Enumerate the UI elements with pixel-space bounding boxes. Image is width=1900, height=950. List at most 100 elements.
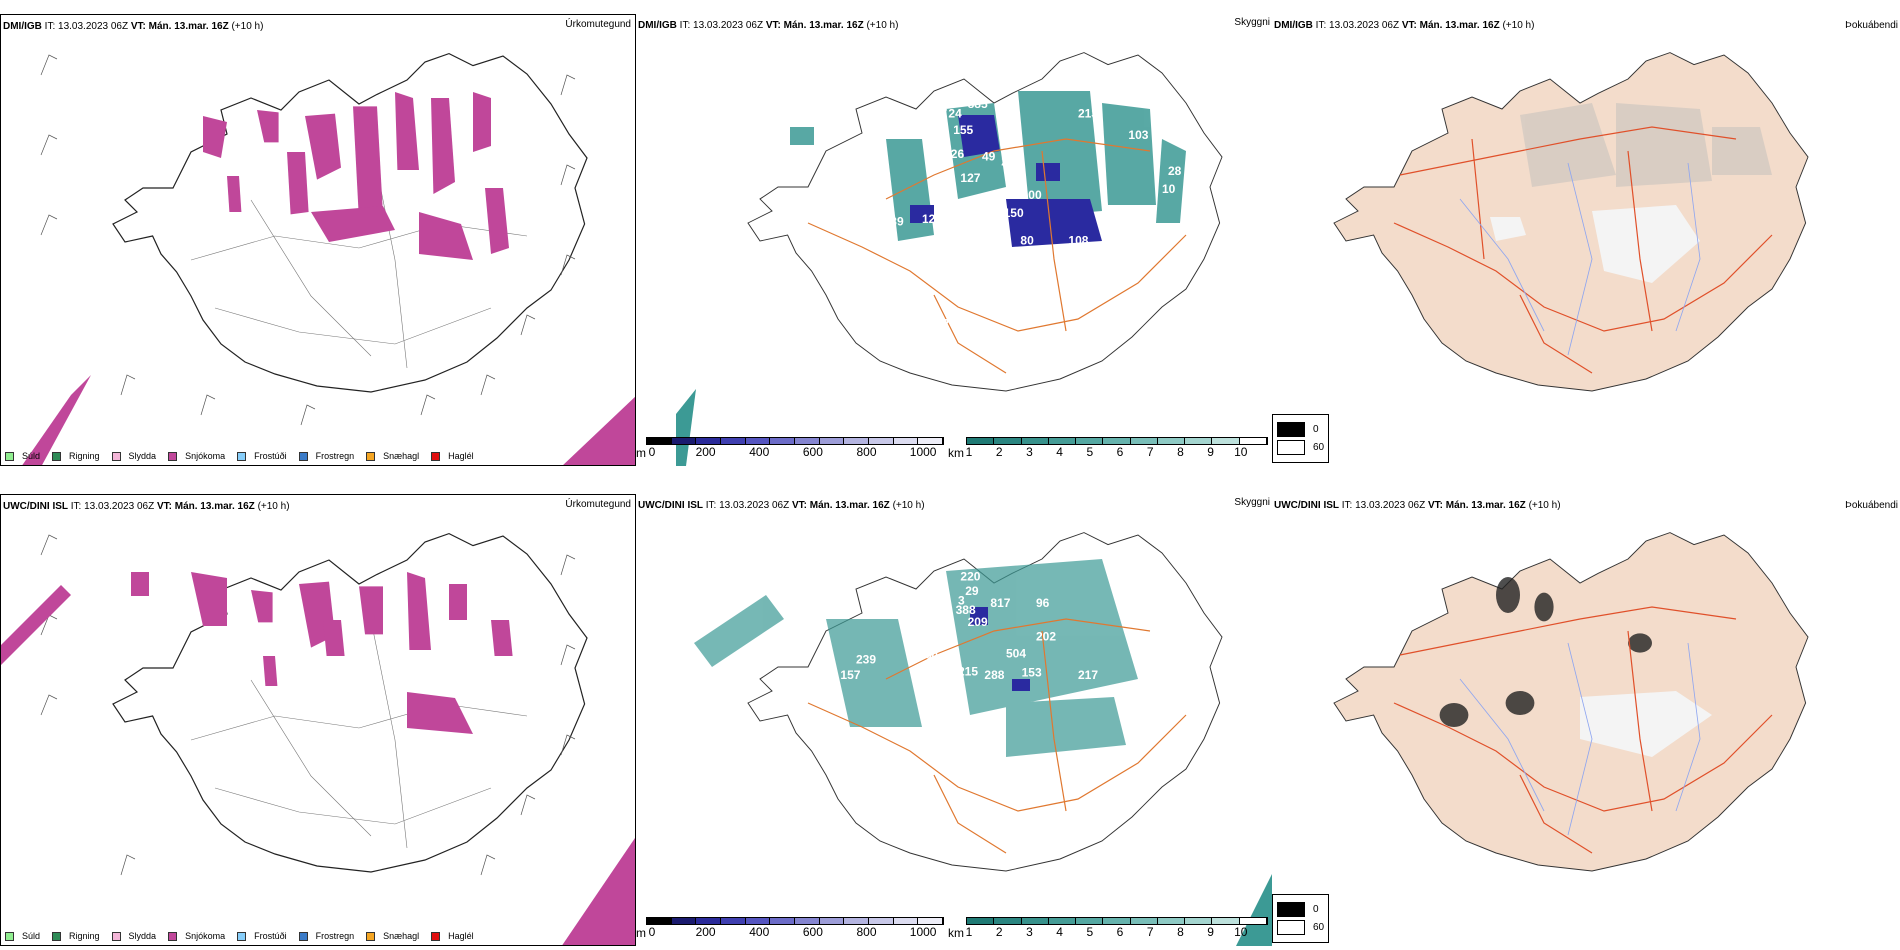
km-tick: 10 [1234,925,1248,939]
cloud-label: 28 [1168,164,1182,178]
precip-panel-top: DMI/IGB IT: 13.03.2023 06Z VT: Mán. 13.m… [0,14,636,466]
cloud-map: 885 35 27 24 352 155 213 103 26 49 28 12… [676,52,1223,466]
legend-item: Haglél [431,931,474,941]
m-tick: 800 [856,445,877,459]
cloud-label: 136 [975,224,995,238]
legend-item: Snæhagl [366,931,419,941]
cloud-label: 213 [1078,106,1098,120]
cloud-label: 100 [1022,188,1042,202]
cloud-label: 239 [856,652,876,666]
cloud-label: 352 [872,128,892,142]
field-title-precip: Úrkomutegund [565,19,631,30]
header-top-precip: DMI/IGB IT: 13.03.2023 06Z VT: Mán. 13.m… [3,21,264,32]
km-colorbar: 1 2 3 4 5 6 7 8 9 10 [966,437,1268,459]
snow-areas [203,92,510,260]
fog-panel-top: DMI/IGB IT: 13.03.2023 06Z VT: Mán. 13.m… [1272,14,1900,466]
fog-map [1333,52,1809,392]
field-title-cloud: Skyggni [1234,497,1270,508]
header-top-cloud: DMI/IGB IT: 13.03.2023 06Z VT: Mán. 13.m… [638,20,899,31]
cloud-label: 217 [1078,668,1098,682]
precip-map [1,532,635,945]
cloud-label: 202 [1036,630,1056,644]
m-tick: 600 [802,445,823,459]
cloud-label: 27 [934,106,948,120]
m-tick: 400 [749,445,770,459]
field-title-fog: Þokuábendi [1845,20,1898,31]
m-colorbar: 0 200 400 600 800 1000 [646,437,944,459]
precip-panel-bottom: UWC/DINI ISL IT: 13.03.2023 06Z VT: Mán.… [0,494,636,946]
legend-item: Rigning [52,931,100,941]
cloud-label: 216 [1132,222,1152,236]
km-tick: 8 [1177,925,1184,939]
m-tick: 1000 [909,445,937,459]
km-tick: 4 [1056,925,1063,939]
legend-item: Frostúði [237,451,287,461]
cloud-label: 49 [982,150,996,164]
km-tick: 3 [1026,925,1033,939]
legend-item: Rigning [52,451,100,461]
cloud-panel-bottom: 139 220 29 817 3 388 209 96 202 504 239 … [636,494,1272,946]
m-tick: 800 [856,925,877,939]
cloud-label: 152 [929,316,949,330]
cloud-label: 184 [918,648,938,662]
km-tick: 2 [995,925,1003,939]
cloud-label: 817 [990,596,1010,610]
field-title-fog: Þokuábendi [1845,500,1898,511]
header-bottom-precip: UWC/DINI ISL IT: 13.03.2023 06Z VT: Mán.… [3,501,290,512]
legend-item: Slydda [111,931,156,941]
cloud-label: 3 [958,594,965,608]
m-tick: 400 [749,925,770,939]
km-tick: 5 [1086,925,1094,939]
cloud-label: 10 [1162,182,1176,196]
fog-panel-bottom: UWC/DINI ISL IT: 13.03.2023 06Z VT: Mán.… [1272,494,1900,946]
header-top-fog: DMI/IGB IT: 13.03.2023 06Z VT: Mán. 13.m… [1274,20,1535,31]
m-tick: 0 [648,445,656,459]
cloud-label: 209 [968,615,988,629]
header-bottom-fog: UWC/DINI ISL IT: 13.03.2023 06Z VT: Mán.… [1274,500,1561,511]
cloud-label: 127 [960,171,980,185]
wind-barbs [40,54,576,426]
km-tick: 9 [1207,925,1214,939]
legend-item: Súld [5,931,40,941]
field-title-precip: Úrkomutegund [565,499,631,510]
km-tick: 4 [1056,445,1063,459]
field-title-cloud: Skyggni [1234,17,1270,28]
cloud-label: 21 [1001,154,1015,168]
cloud-label: 121 [987,234,1007,248]
m-tick: 0 [648,925,656,939]
header-bottom-cloud: UWC/DINI ISL IT: 13.03.2023 06Z VT: Mán.… [638,500,925,511]
km-tick: 1 [965,925,973,939]
cloud-label: 10 [1102,212,1116,226]
m-tick: 200 [695,925,716,939]
km-tick: 6 [1116,925,1124,939]
m-tick: 1000 [909,925,937,939]
cloud-label: 29 [965,584,979,598]
cloud-label: 108 [1068,234,1088,248]
cloud-panel-top: 885 35 27 24 352 155 213 103 26 49 28 12… [636,14,1272,466]
cloud-label: 128 [922,212,942,226]
legend-item: Snæhagl [366,451,419,461]
cloud-label: 504 [1006,646,1026,660]
cloud-label: 35 [995,102,1009,116]
cloud-label: 388 [956,603,976,617]
cloud-label: 113 [869,232,889,246]
km-tick: 6 [1116,445,1124,459]
km-unit: km [948,446,964,460]
km-tick: 7 [1146,445,1154,459]
cloud-label: 885 [968,97,988,111]
km-tick: 3 [1026,445,1033,459]
cloud-label: 288 [984,668,1004,682]
cloud-labels-top: 885 35 27 24 352 155 213 103 26 49 28 12… [869,97,1181,334]
m-tick: 200 [695,445,716,459]
fog-legend: 0 60 [1272,414,1330,463]
km-unit: km [948,926,964,940]
m-unit: m [636,926,646,940]
legend-item: Haglél [431,451,474,461]
cloud-label: 96 [1036,596,1050,610]
km-tick: 8 [1177,445,1184,459]
precip-legend: Súld Rigning Slydda Snjókoma Frostúði Fr… [5,931,486,941]
km-tick: 5 [1086,445,1094,459]
legend-item: Snjókoma [168,451,225,461]
cloud-label: 24 [948,106,962,120]
fog-legend: 0 60 [1272,894,1330,943]
